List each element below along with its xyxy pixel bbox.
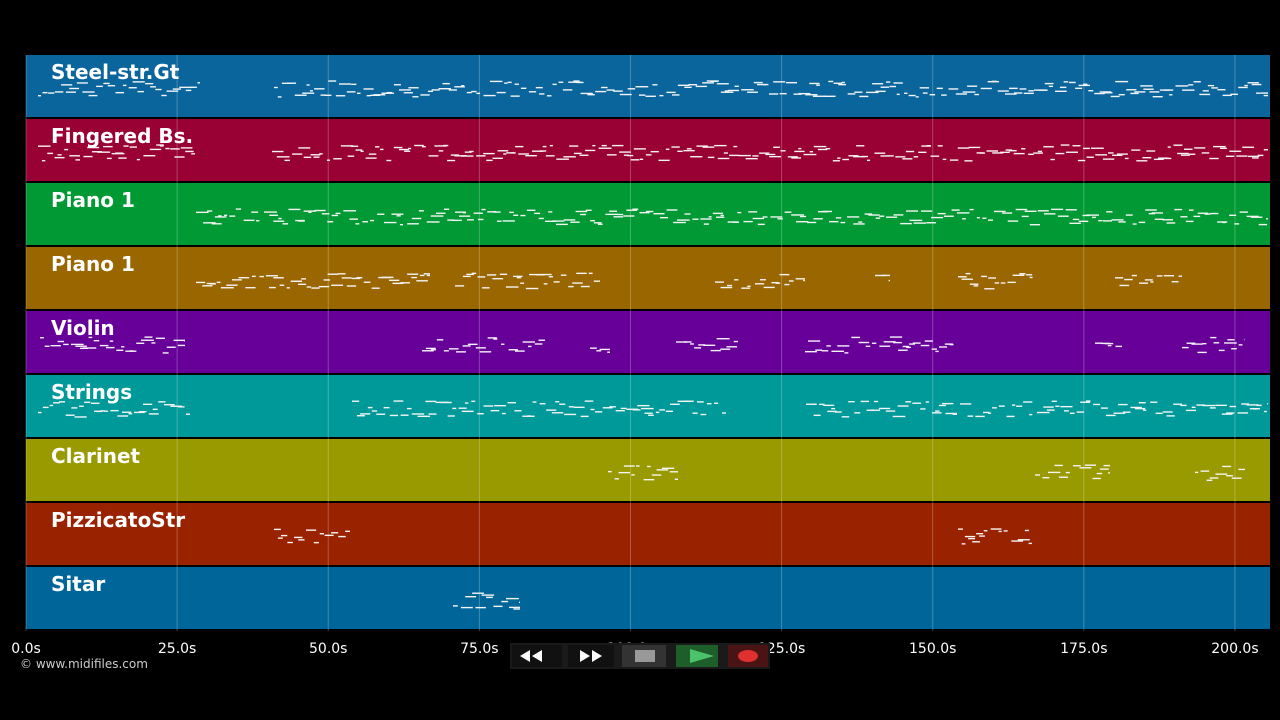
- notes: [38, 80, 1268, 610]
- transport-controls: [510, 643, 770, 669]
- track-name: Piano 1: [51, 252, 135, 276]
- track-name: PizzicatoStr: [51, 508, 185, 532]
- track-name: Clarinet: [51, 444, 141, 468]
- track-lane: [26, 247, 1270, 309]
- track-name: Steel-str.Gt: [51, 60, 180, 84]
- copyright: © www.midifiles.com: [20, 657, 148, 671]
- stop-button[interactable]: [622, 645, 666, 667]
- track-lane: [26, 119, 1270, 181]
- x-tick-label: 200.0s: [1211, 641, 1258, 657]
- forward-button[interactable]: [568, 645, 614, 667]
- x-tick-label: 175.0s: [1060, 641, 1107, 657]
- track-name: Sitar: [51, 572, 105, 596]
- x-tick-label: 0.0s: [11, 641, 41, 657]
- x-tick-label: 25.0s: [158, 641, 196, 657]
- track-name: Violin: [51, 316, 115, 340]
- track-lane: [26, 55, 1270, 117]
- track-lane: [26, 567, 1270, 629]
- track-name: Fingered Bs.: [51, 124, 193, 148]
- track-lane: [26, 311, 1270, 373]
- track-name: Piano 1: [51, 188, 135, 212]
- x-tick-label: 150.0s: [909, 641, 956, 657]
- track-lane: [26, 439, 1270, 501]
- track-lane: [26, 503, 1270, 565]
- track-name: Strings: [51, 380, 132, 404]
- play-button[interactable]: [676, 645, 718, 667]
- x-tick-label: 50.0s: [309, 641, 347, 657]
- record-button[interactable]: [728, 645, 768, 667]
- track-lane: [26, 183, 1270, 245]
- rewind-button[interactable]: [512, 645, 562, 667]
- x-tick-label: 75.0s: [460, 641, 498, 657]
